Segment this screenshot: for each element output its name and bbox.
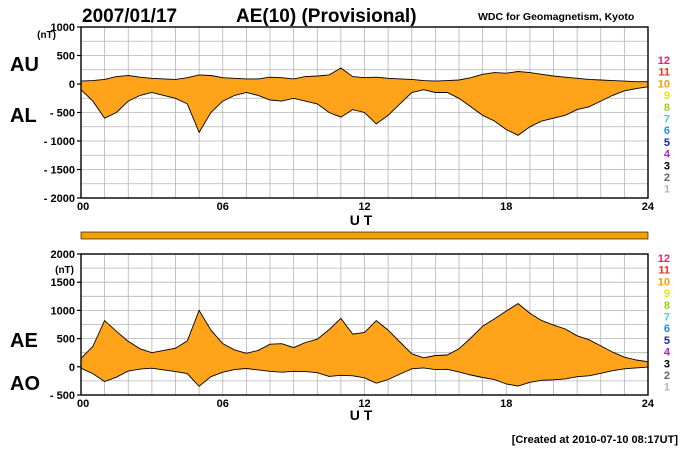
activity-scale-level: 8 — [664, 102, 670, 114]
au-al-x-tick-labels: 00 06 12 18 24 — [77, 201, 655, 213]
activity-scale-level: 7 — [664, 114, 670, 126]
x-tick-label: 06 — [217, 201, 229, 213]
x-tick-label: 18 — [500, 201, 512, 213]
y-tick-label: - 500 — [50, 108, 75, 120]
activity-scale-level: 11 — [658, 265, 670, 277]
y-tick-label: 1000 — [51, 22, 75, 34]
au-al-x-axis-label: U T — [350, 212, 373, 228]
x-tick-label: 12 — [358, 398, 370, 410]
series-line-al — [80, 86, 649, 136]
activity-scale-level: 12 — [658, 253, 670, 265]
data-source: WDC for Geomagnetism, Kyoto — [478, 11, 634, 23]
series-fill-area — [81, 303, 648, 387]
ae-ao-x-axis-label: U T — [350, 407, 373, 423]
ae-ao-y-tick-labels: 2000 1500 1000 500 0 - 500 — [50, 249, 75, 402]
ae-ao-area — [80, 303, 649, 387]
plot-index-title: AE(10) (Provisional) — [236, 6, 417, 27]
activity-scale-level: 9 — [664, 90, 670, 102]
au-al-unit-label: (nT) — [37, 30, 56, 41]
x-tick-label: 00 — [77, 201, 89, 213]
series-line-ae — [80, 303, 649, 363]
ae-ao-unit-label: (nT) — [55, 265, 74, 276]
y-tick-label: 1500 — [51, 277, 75, 289]
au-al-y-tick-labels: 1000 500 0 - 500 - 1000 - 1500 - 2000 — [44, 22, 75, 205]
series-line-au — [80, 67, 648, 83]
activity-scale-level: 7 — [664, 312, 670, 324]
activity-scale-level: 10 — [658, 78, 670, 90]
activity-scale-level: 5 — [664, 137, 670, 149]
activity-scale-level: 4 — [664, 347, 671, 359]
activity-scale-level: 9 — [664, 288, 670, 300]
au-series-label: AU — [10, 54, 39, 76]
au-al-area — [80, 67, 649, 136]
y-tick-label: 2000 — [51, 249, 75, 261]
x-tick-label: 18 — [500, 398, 512, 410]
au-al-frame — [77, 26, 649, 199]
y-tick-label: 0 — [69, 362, 75, 374]
ae-ao-frame — [77, 253, 649, 396]
activity-scale-level: 6 — [664, 125, 670, 137]
created-timestamp: [Created at 2010-07-10 08:17UT] — [512, 434, 679, 446]
activity-scale-level: 3 — [664, 358, 670, 370]
activity-scale-level: 5 — [664, 335, 670, 347]
activity-scale-level: 1 — [664, 184, 670, 196]
plot-date: 2007/01/17 — [82, 6, 177, 27]
activity-scale-level: 2 — [664, 370, 670, 382]
x-tick-label: 24 — [642, 201, 655, 213]
y-tick-label: 0 — [69, 79, 75, 91]
activity-scale-level: 12 — [658, 55, 670, 67]
ao-series-label: AO — [10, 373, 40, 395]
activity-scale-level: 8 — [664, 300, 670, 312]
series-fill-area — [81, 68, 648, 136]
y-tick-label: - 2000 — [44, 193, 75, 205]
activity-scale-level: 10 — [658, 276, 670, 288]
activity-scale-level: 6 — [664, 323, 670, 335]
al-series-label: AL — [10, 105, 37, 127]
ae-series-label: AE — [10, 330, 38, 352]
y-tick-label: 500 — [57, 51, 75, 63]
activity-scale-level: 4 — [664, 149, 671, 161]
x-tick-label: 00 — [77, 398, 89, 410]
x-tick-label: 06 — [217, 398, 229, 410]
y-tick-label: 1000 — [51, 305, 75, 317]
y-tick-label: - 1500 — [44, 165, 75, 177]
x-tick-label: 12 — [358, 201, 370, 213]
activity-scale-level: 1 — [664, 382, 670, 394]
activity-scale-level: 2 — [664, 172, 670, 184]
x-tick-label: 24 — [642, 398, 655, 410]
series-line-ao — [80, 366, 649, 387]
ae-ao-x-tick-labels: 00 06 12 18 24 — [77, 398, 655, 410]
activity-scale-level: 11 — [658, 67, 670, 79]
plot-frame — [80, 253, 649, 396]
y-tick-label: 500 — [57, 334, 75, 346]
activity-level-bar — [80, 231, 649, 240]
y-tick-label: - 500 — [50, 390, 75, 402]
y-tick-label: - 1000 — [44, 136, 75, 148]
activity-level-fill — [80, 231, 649, 240]
activity-scale-level: 3 — [664, 160, 670, 172]
